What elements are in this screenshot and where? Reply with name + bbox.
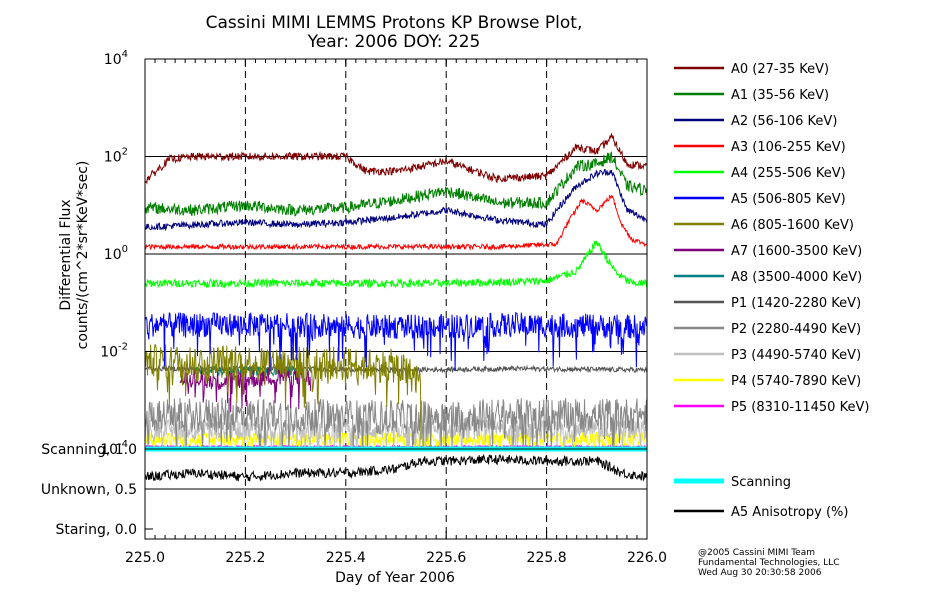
legend-label-2: A2 (56-106 KeV): [731, 114, 837, 129]
xtick-label-0: 225.0: [125, 550, 165, 566]
legend-label-7: A7 (1600-3500 KeV): [731, 244, 862, 259]
lower-ytick-label-2: Staring, 0.0: [55, 522, 137, 538]
credits-line-1: @2005 Cassini MIMI Team: [698, 548, 815, 558]
lower-ytick-label-1: Unknown, 0.5: [41, 482, 137, 498]
legend-label-5: A5 (506-805 KeV): [731, 192, 846, 207]
legend-label-4: A4 (255-506 KeV): [731, 166, 846, 181]
legend-label-12: P4 (5740-7890 KeV): [731, 374, 861, 389]
legend-lower-label-1: A5 Anisotropy (%): [731, 505, 848, 520]
ytick-label-2: 100: [104, 244, 128, 263]
x-axis-label: Day of Year 2006: [335, 570, 455, 586]
x-axis-ticks: 225.0 225.2 225.4 225.6 225.8 226.0: [125, 59, 667, 566]
legend-label-3: A3 (106-255 KeV): [731, 140, 846, 155]
legend-label-13: P5 (8310-11450 KeV): [731, 400, 869, 415]
chart-title: Cassini MIMI LEMMS Protons KP Browse Plo…: [206, 13, 583, 33]
credits-line-2: Fundamental Technologies, LLC: [698, 558, 840, 568]
legend-label-8: A8 (3500-4000 KeV): [731, 270, 862, 285]
anisotropy-line: [144, 453, 648, 482]
xtick-label-1: 225.2: [225, 550, 265, 566]
ytick-exponent-1: 2: [122, 147, 128, 158]
series-line-0: [144, 132, 648, 185]
series-line-5: [144, 312, 648, 372]
series-line-3: [144, 194, 648, 252]
ytick-exponent-3: -2: [118, 342, 128, 353]
ytick-exponent-4: -4: [118, 439, 128, 450]
series-line-6: [144, 343, 422, 440]
series-line-1: [144, 151, 648, 217]
xtick-label-2: 225.4: [326, 550, 366, 566]
legend-label-11: P3 (4490-5740 KeV): [731, 348, 861, 363]
xtick-label-4: 225.8: [527, 550, 567, 566]
legend-lower-label-0: Scanning: [731, 475, 791, 490]
series-line-2: [144, 169, 648, 232]
y-axis-label: Differential Flux: [58, 199, 74, 310]
y-axis-units: counts/(cm^2*sr*KeV*sec): [75, 161, 91, 350]
legend-label-0: A0 (27-35 KeV): [731, 62, 829, 77]
lower-ytick-label-0: Scanning, 1.0: [41, 442, 137, 458]
ytick-exponent-0: 4: [122, 49, 128, 60]
series-group: [144, 132, 648, 450]
ytick-exponent-2: 0: [122, 244, 128, 255]
legend: A0 (27-35 KeV) A1 (35-56 KeV) A2 (56-106 K…: [674, 62, 869, 520]
series-line-11: [144, 418, 648, 450]
chart-subtitle: Year: 2006 DOY: 225: [307, 32, 481, 52]
ytick-label-3: 10-2: [100, 342, 128, 361]
legend-label-10: P2 (2280-4490 KeV): [731, 322, 861, 337]
lower-panel-frame: [144, 448, 648, 540]
ytick-label-0: 104: [104, 49, 128, 68]
series-line-10: [144, 397, 648, 450]
ytick-label-1: 102: [104, 147, 128, 166]
legend-label-9: P1 (1420-2280 KeV): [731, 296, 861, 311]
legend-label-6: A6 (805-1600 KeV): [731, 218, 854, 233]
series-line-4: [144, 240, 648, 289]
lower-panel: [144, 446, 648, 482]
xtick-label-5: 226.0: [627, 550, 667, 566]
credits-line-3: Wed Aug 30 20:30:58 2006: [698, 568, 822, 578]
xtick-label-3: 225.6: [426, 550, 466, 566]
legend-label-1: A1 (35-56 KeV): [731, 88, 829, 103]
grid: [145, 59, 647, 539]
